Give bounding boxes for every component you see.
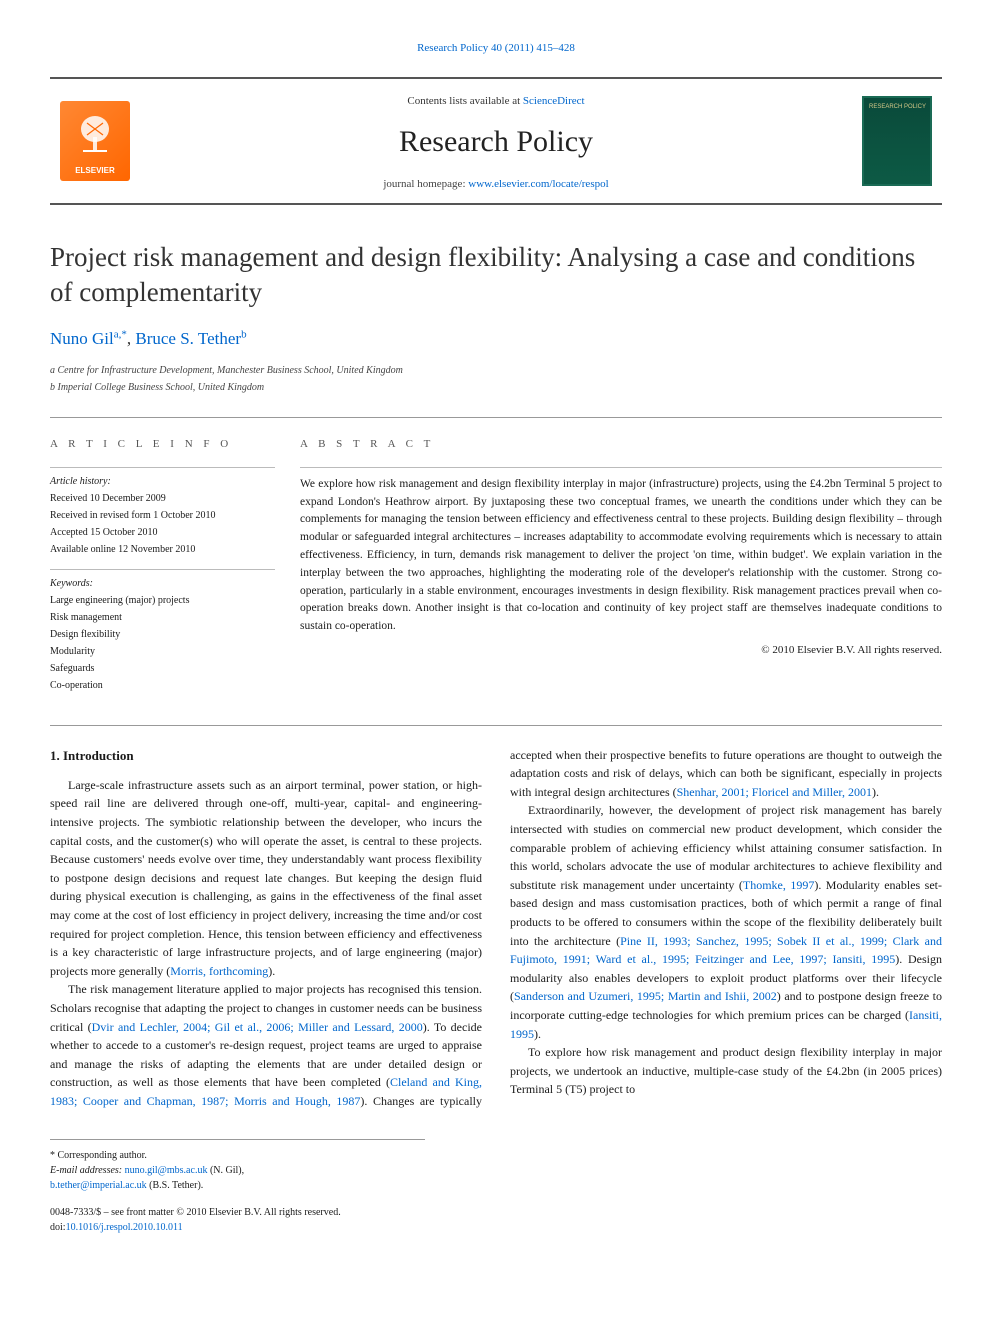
elsevier-label: ELSEVIER xyxy=(75,165,115,177)
keyword: Large engineering (major) projects xyxy=(50,593,275,608)
cite-link[interactable]: Thomke, 1997 xyxy=(743,878,814,892)
article-title: Project risk management and design flexi… xyxy=(50,240,942,310)
citation-header: Research Policy 40 (2011) 415–428 xyxy=(50,40,942,57)
affiliations: a Centre for Infrastructure Development,… xyxy=(50,363,942,395)
history-label: Article history: xyxy=(50,467,275,489)
doi-link[interactable]: 10.1016/j.respol.2010.10.011 xyxy=(66,1222,183,1233)
email-link-2[interactable]: b.tether@imperial.ac.uk xyxy=(50,1180,147,1191)
publisher-logo-area: ELSEVIER xyxy=(50,79,140,203)
abstract-copyright: © 2010 Elsevier B.V. All rights reserved… xyxy=(300,642,942,659)
journal-cover-thumb[interactable]: RESEARCH POLICY xyxy=(862,96,932,186)
article-info-heading: A R T I C L E I N F O xyxy=(50,436,275,453)
journal-homepage-line: journal homepage: www.elsevier.com/locat… xyxy=(383,176,608,193)
history-online: Available online 12 November 2010 xyxy=(50,542,275,557)
author-2-link[interactable]: Bruce S. Tether xyxy=(135,329,241,348)
affiliation-b: b Imperial College Business School, Unit… xyxy=(50,380,942,395)
email-link-1[interactable]: nuno.gil@mbs.ac.uk xyxy=(125,1165,208,1176)
authors: Nuno Gila,*, Bruce S. Tetherb xyxy=(50,326,942,352)
email-addresses: E-mail addresses: nuno.gil@mbs.ac.uk (N.… xyxy=(50,1163,425,1178)
article-info-col: A R T I C L E I N F O Article history: R… xyxy=(50,436,300,695)
cite-link[interactable]: Sanderson and Uzumeri, 1995; Martin and … xyxy=(514,989,777,1003)
masthead: ELSEVIER Contents lists available at Sci… xyxy=(50,77,942,205)
journal-cover-area: RESEARCH POLICY xyxy=(852,79,942,203)
abstract-col: A B S T R A C T We explore how risk mana… xyxy=(300,436,942,695)
issn-copyright-line: 0048-7333/$ – see front matter © 2010 El… xyxy=(50,1205,942,1220)
journal-title: Research Policy xyxy=(399,119,593,164)
sciencedirect-link[interactable]: ScienceDirect xyxy=(523,95,585,107)
affiliation-a: a Centre for Infrastructure Development,… xyxy=(50,363,942,378)
footer: 0048-7333/$ – see front matter © 2010 El… xyxy=(50,1205,942,1235)
body-paragraph: Large-scale infrastructure assets such a… xyxy=(50,776,482,981)
abstract-text: We explore how risk management and desig… xyxy=(300,476,942,636)
corresponding-author-note: * Corresponding author. xyxy=(50,1148,425,1163)
footnotes: * Corresponding author. E-mail addresses… xyxy=(50,1139,425,1193)
elsevier-tree-icon xyxy=(75,111,115,161)
body-columns: 1. Introduction Large-scale infrastructu… xyxy=(50,725,942,1111)
elsevier-logo[interactable]: ELSEVIER xyxy=(60,101,130,181)
abstract-heading: A B S T R A C T xyxy=(300,436,942,453)
author-2-aff[interactable]: b xyxy=(241,328,247,340)
keyword: Design flexibility xyxy=(50,627,275,642)
citation-link[interactable]: Research Policy 40 (2011) 415–428 xyxy=(417,42,575,54)
history-received: Received 10 December 2009 xyxy=(50,491,275,506)
body-paragraph: Extraordinarily, however, the developmen… xyxy=(510,801,942,1043)
contents-line: Contents lists available at ScienceDirec… xyxy=(407,93,584,110)
journal-homepage-link[interactable]: www.elsevier.com/locate/respol xyxy=(468,178,608,190)
cite-link[interactable]: Shenhar, 2001; Floricel and Miller, 2001 xyxy=(677,785,872,799)
cite-link[interactable]: Dvir and Lechler, 2004; Gil et al., 2006… xyxy=(92,1020,423,1034)
history-revised: Received in revised form 1 October 2010 xyxy=(50,508,275,523)
author-1-link[interactable]: Nuno Gil xyxy=(50,329,114,348)
keywords-label: Keywords: xyxy=(50,576,275,591)
history-accepted: Accepted 15 October 2010 xyxy=(50,525,275,540)
cover-label: RESEARCH POLICY xyxy=(869,104,926,111)
keyword: Safeguards xyxy=(50,661,275,676)
body-paragraph: To explore how risk management and produ… xyxy=(510,1043,942,1099)
keyword: Risk management xyxy=(50,610,275,625)
cite-link[interactable]: Morris, forthcoming xyxy=(170,964,268,978)
keyword: Co-operation xyxy=(50,678,275,693)
keyword: Modularity xyxy=(50,644,275,659)
section-heading-1: 1. Introduction xyxy=(50,746,482,766)
doi-line: doi:10.1016/j.respol.2010.10.011 xyxy=(50,1220,942,1235)
